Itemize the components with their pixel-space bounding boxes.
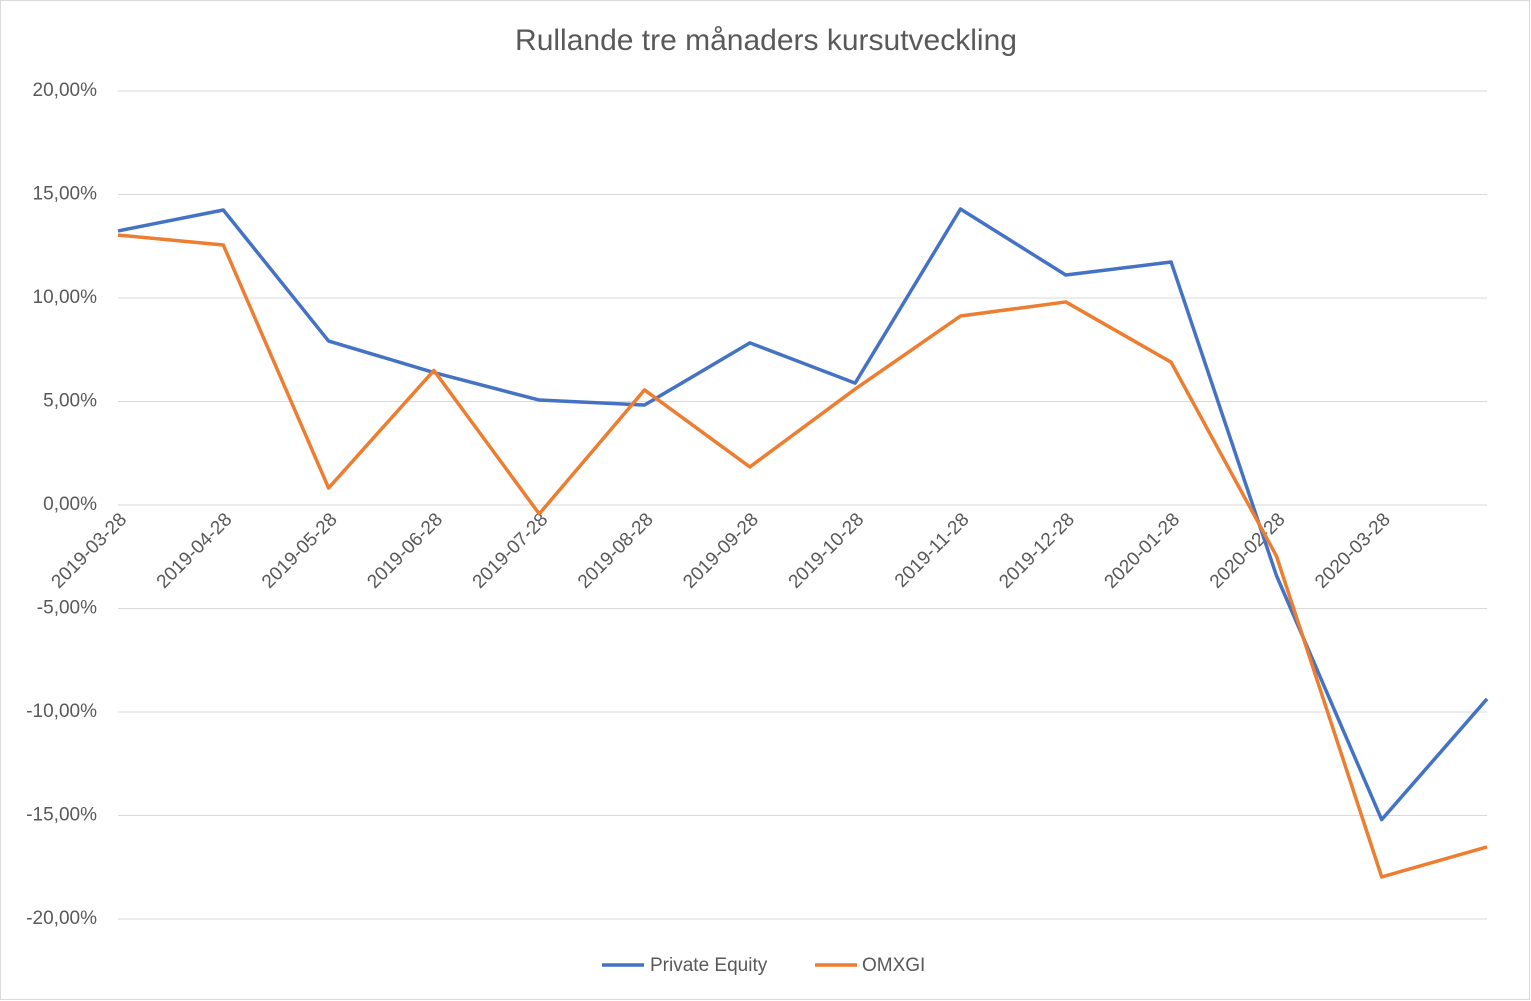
y-tick-label: 15,00% <box>33 184 98 205</box>
y-tick-label: -15,00% <box>26 805 97 826</box>
y-tick-label: 20,00% <box>33 80 98 101</box>
y-tick-label: -10,00% <box>26 701 97 722</box>
series-line <box>117 233 1488 879</box>
chart-title: Rullande tre månaders kursutveckling <box>515 24 1017 57</box>
y-tick-label: 5,00% <box>43 391 97 412</box>
y-tick-label: -20,00% <box>26 908 97 929</box>
y-tick-label: -5,00% <box>37 598 97 619</box>
legend-label: Private Equity <box>650 955 768 976</box>
y-tick-label: 10,00% <box>33 287 98 308</box>
y-tick-label: 0,00% <box>43 494 97 515</box>
legend-label: OMXGI <box>862 955 925 976</box>
